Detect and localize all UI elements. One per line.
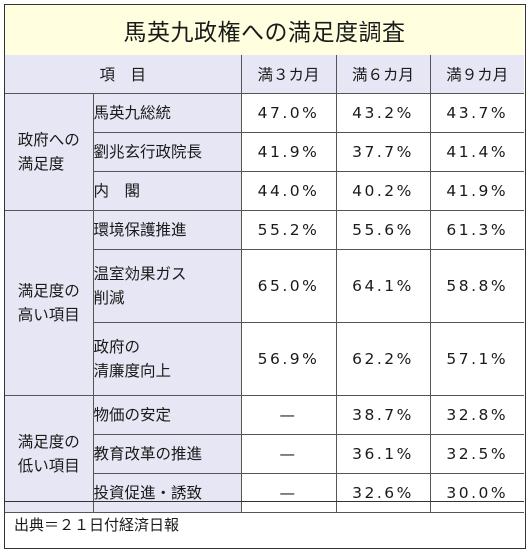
group-label: 満足度の 高い項目 bbox=[5, 210, 94, 396]
item-label: 温室効果ガス 削減 bbox=[93, 249, 242, 323]
item-label-line: 馬英九総統 bbox=[93, 104, 172, 122]
source-note: 出典＝２１日付経済日報 bbox=[5, 501, 524, 547]
value-m6: 36.1% bbox=[335, 434, 431, 474]
value-m6: 43.2% bbox=[335, 93, 431, 133]
item-label: 物価の安定 bbox=[92, 395, 242, 435]
item-label-line: 清廉度向上 bbox=[93, 362, 172, 380]
group-label-line: 満足度の bbox=[17, 433, 80, 451]
item-label: 馬英九総統 bbox=[92, 93, 242, 133]
header-6-months: 満６カ月 bbox=[335, 55, 431, 94]
table-row: 政府への 満足度 馬英九総統 47.0% 43.2% 43.7% bbox=[5, 93, 525, 211]
item-label-line: 温室効果ガス bbox=[93, 265, 187, 283]
value-m9: 43.7% bbox=[429, 93, 525, 133]
table-row: 満足度の 高い項目 環境保護推進 55.2% 55.6% 61.3% bbox=[5, 210, 525, 396]
header-9-months: 満９カ月 bbox=[429, 55, 525, 94]
table-row: 投資促進・誘致 —32.6% 30.0% bbox=[5, 473, 525, 513]
value-m9: 57.1% bbox=[429, 322, 525, 396]
group-label-line: 低い項目 bbox=[17, 457, 80, 475]
value-m6: 62.2% bbox=[335, 322, 431, 396]
header-item: 項 目 bbox=[5, 55, 242, 94]
item-label: 教育改革の推進 bbox=[93, 434, 242, 474]
group-label: 政府への 満足度 bbox=[5, 93, 94, 211]
item-label: 投資促進・誘致 bbox=[93, 473, 242, 513]
group-label-line: 政府への bbox=[17, 131, 80, 149]
item-label: 内 閣 bbox=[93, 171, 242, 211]
value-m9: 32.8% bbox=[429, 395, 525, 435]
item-label: 劉兆玄行政院長 bbox=[93, 132, 242, 172]
value-m9: 30.0% bbox=[429, 473, 525, 513]
value-m3: 44.0% bbox=[240, 171, 337, 211]
value-m3: 56.9% bbox=[240, 322, 337, 396]
group-label-line: 満足度 bbox=[17, 155, 65, 173]
header-3-months: 満３カ月 bbox=[240, 55, 337, 94]
survey-table: 項 目 満３カ月 満６カ月 満９カ月 政府への 満足度 馬英九総統 47.0% 43.2… bbox=[5, 55, 525, 513]
item-label: 政府の 清廉度向上 bbox=[93, 322, 242, 396]
value-m9: 58.8% bbox=[429, 249, 525, 323]
value-m9: 41.9% bbox=[429, 171, 525, 211]
value-m3: 47.0% bbox=[240, 93, 337, 133]
value-m9: 61.3% bbox=[429, 210, 525, 250]
value-m6: 37.7% bbox=[335, 132, 431, 172]
value-m6: 55.6% bbox=[335, 210, 431, 250]
table-row: 政府の 清廉度向上 56.9% 62.2% 57.1% bbox=[5, 322, 525, 396]
value-m6: 40.2% bbox=[335, 171, 431, 211]
value-m9: 41.4% bbox=[429, 132, 525, 172]
item-label-line: 教育改革の推進 bbox=[93, 445, 203, 463]
table-row: 内 閣 44.0% 40.2% 41.9% bbox=[5, 171, 525, 211]
value-m3: 55.2% bbox=[240, 210, 337, 250]
item-label-line: 政府の bbox=[93, 338, 141, 356]
item-label-line: 削減 bbox=[93, 289, 125, 307]
item-label-line: 物価の安定 bbox=[93, 406, 172, 424]
header-row: 項 目 満３カ月 満６カ月 満９カ月 bbox=[5, 55, 525, 94]
item-label-line: 投資促進・誘致 bbox=[93, 484, 203, 502]
item-label-line: 環境保護推進 bbox=[93, 221, 187, 239]
value-m6: 32.6% bbox=[335, 473, 431, 513]
table-row: 満足度の 低い項目 物価の安定 —38.7% 32.8% bbox=[5, 395, 525, 513]
item-label-line: 劉兆玄行政院長 bbox=[93, 143, 203, 161]
value-m3: 41.9% bbox=[240, 132, 337, 172]
group-label-line: 高い項目 bbox=[17, 306, 80, 324]
survey-table-frame: 馬英九政権への満足度調査 項 目 満３カ月 満６カ月 満９カ月 政府への 満足度馬… bbox=[4, 4, 526, 549]
group-label-line: 満足度の bbox=[17, 282, 80, 300]
value-m3: — bbox=[240, 473, 337, 513]
value-m6: 38.7% bbox=[335, 395, 431, 435]
value-m3: — bbox=[240, 395, 337, 435]
value-m6: 64.1% bbox=[335, 249, 431, 323]
table-title: 馬英九政権への満足度調査 bbox=[5, 5, 524, 56]
item-label: 環境保護推進 bbox=[92, 210, 242, 250]
value-m9: 32.5% bbox=[429, 434, 525, 474]
item-label-line: 内 閣 bbox=[93, 182, 141, 200]
group-label: 満足度の 低い項目 bbox=[5, 395, 94, 513]
value-m3: — bbox=[240, 434, 337, 474]
value-m3: 65.0% bbox=[240, 249, 337, 323]
